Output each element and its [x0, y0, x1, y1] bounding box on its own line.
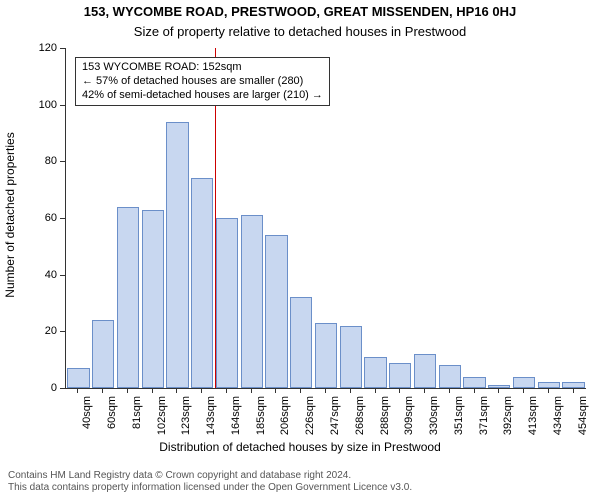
- x-tick-label: 268sqm: [354, 396, 366, 496]
- x-tick-label: 81sqm: [131, 396, 143, 496]
- x-tick-mark: [226, 388, 227, 393]
- x-tick-label: 288sqm: [379, 396, 391, 496]
- x-tick-mark: [523, 388, 524, 393]
- info-box: 153 WYCOMBE ROAD: 152sqm← 57% of detache…: [75, 57, 330, 106]
- x-tick-mark: [300, 388, 301, 393]
- y-tick-label: 20: [27, 325, 57, 337]
- histogram-bar: [216, 218, 238, 388]
- histogram-bar: [241, 215, 263, 388]
- y-tick-mark: [60, 48, 65, 49]
- x-tick-mark: [325, 388, 326, 393]
- x-tick-mark: [127, 388, 128, 393]
- histogram-bar: [290, 297, 312, 388]
- histogram-bar: [488, 385, 510, 388]
- chart-title: 153, WYCOMBE ROAD, PRESTWOOD, GREAT MISS…: [0, 4, 600, 19]
- x-tick-label: 413sqm: [527, 396, 539, 496]
- histogram-bar: [92, 320, 114, 388]
- x-tick-label: 123sqm: [180, 396, 192, 496]
- y-tick-label: 60: [27, 212, 57, 224]
- y-tick-mark: [60, 331, 65, 332]
- x-tick-label: 351sqm: [453, 396, 465, 496]
- x-tick-mark: [77, 388, 78, 393]
- histogram-bar: [340, 326, 362, 388]
- x-tick-mark: [251, 388, 252, 393]
- histogram-bar: [414, 354, 436, 388]
- x-tick-label: 60sqm: [106, 396, 118, 496]
- histogram-bar: [538, 382, 560, 388]
- x-tick-label: 371sqm: [478, 396, 490, 496]
- x-tick-mark: [449, 388, 450, 393]
- histogram-bar: [463, 377, 485, 388]
- histogram-bar: [265, 235, 287, 388]
- histogram-bar: [191, 178, 213, 388]
- chart-container: 153, WYCOMBE ROAD, PRESTWOOD, GREAT MISS…: [0, 0, 600, 500]
- x-tick-label: 164sqm: [230, 396, 242, 496]
- histogram-bar: [562, 382, 584, 388]
- y-tick-mark: [60, 218, 65, 219]
- x-tick-label: 392sqm: [502, 396, 514, 496]
- x-tick-label: 309sqm: [403, 396, 415, 496]
- x-tick-label: 143sqm: [205, 396, 217, 496]
- x-tick-label: 330sqm: [428, 396, 440, 496]
- histogram-bar: [439, 365, 461, 388]
- x-tick-label: 185sqm: [255, 396, 267, 496]
- x-tick-mark: [375, 388, 376, 393]
- x-tick-label: 102sqm: [156, 396, 168, 496]
- x-tick-mark: [424, 388, 425, 393]
- x-tick-label: 434sqm: [552, 396, 564, 496]
- info-box-line: 42% of semi-detached houses are larger (…: [82, 89, 323, 103]
- y-tick-mark: [60, 388, 65, 389]
- y-tick-label: 0: [27, 382, 57, 394]
- info-box-line: 153 WYCOMBE ROAD: 152sqm: [82, 61, 323, 75]
- chart-subtitle: Size of property relative to detached ho…: [0, 24, 600, 39]
- histogram-bar: [166, 122, 188, 388]
- histogram-bar: [315, 323, 337, 388]
- x-tick-label: 206sqm: [279, 396, 291, 496]
- x-tick-label: 40sqm: [81, 396, 93, 496]
- x-tick-mark: [201, 388, 202, 393]
- x-tick-mark: [498, 388, 499, 393]
- x-tick-mark: [152, 388, 153, 393]
- y-tick-label: 80: [27, 155, 57, 167]
- x-tick-label: 454sqm: [577, 396, 589, 496]
- x-tick-mark: [102, 388, 103, 393]
- y-tick-mark: [60, 275, 65, 276]
- histogram-bar: [142, 210, 164, 389]
- x-tick-label: 226sqm: [304, 396, 316, 496]
- x-tick-mark: [350, 388, 351, 393]
- x-tick-mark: [176, 388, 177, 393]
- histogram-bar: [389, 363, 411, 389]
- y-tick-label: 120: [27, 42, 57, 54]
- x-tick-mark: [474, 388, 475, 393]
- y-tick-mark: [60, 105, 65, 106]
- histogram-bar: [117, 207, 139, 388]
- histogram-bar: [364, 357, 386, 388]
- x-tick-mark: [275, 388, 276, 393]
- x-tick-mark: [573, 388, 574, 393]
- x-tick-mark: [399, 388, 400, 393]
- y-tick-mark: [60, 161, 65, 162]
- y-axis-label: Number of detached properties: [3, 115, 17, 315]
- x-tick-mark: [548, 388, 549, 393]
- y-tick-label: 40: [27, 269, 57, 281]
- info-box-line: ← 57% of detached houses are smaller (28…: [82, 75, 323, 89]
- y-tick-label: 100: [27, 99, 57, 111]
- x-tick-label: 247sqm: [329, 396, 341, 496]
- histogram-bar: [513, 377, 535, 388]
- histogram-bar: [67, 368, 89, 388]
